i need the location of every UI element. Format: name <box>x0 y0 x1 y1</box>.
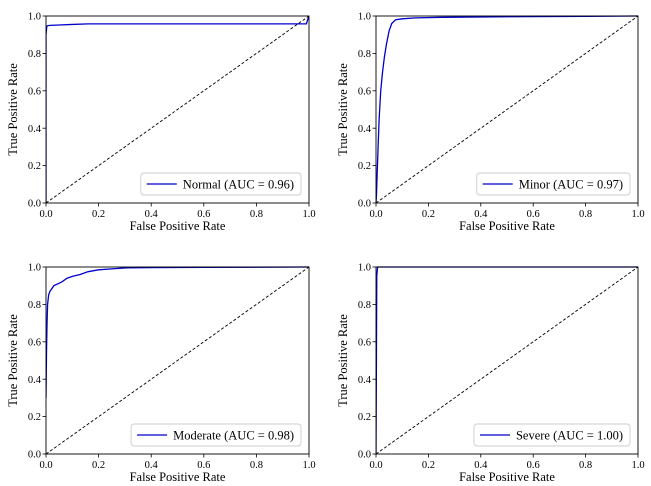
chance-diagonal-normal <box>46 15 309 204</box>
x-tick-label-normal: 0.8 <box>250 209 263 220</box>
y-tick-label-severe: 1.0 <box>358 263 371 274</box>
x-tick-label-minor: 1.0 <box>631 209 644 220</box>
x-tick-label-normal: 0.2 <box>92 209 105 220</box>
legend-severe: Severe (AUC = 1.00) <box>473 423 631 447</box>
x-axis-label-normal: False Positive Rate <box>130 219 226 233</box>
x-tick-label-minor: 0.4 <box>474 209 488 220</box>
x-tick-label-minor: 0.2 <box>422 209 435 220</box>
legend-minor: Minor (AUC = 0.97) <box>476 172 631 196</box>
chance-diagonal-minor <box>376 15 638 204</box>
y-tick-label-moderate: 0.8 <box>28 300 41 311</box>
legend-label-normal: Normal (AUC = 0.96) <box>183 177 294 191</box>
roc-curve-minor <box>376 15 638 204</box>
x-tick-label-moderate: 0.8 <box>250 460 263 471</box>
x-tick-label-moderate: 1.0 <box>302 460 315 471</box>
y-tick-label-normal: 0.0 <box>28 199 41 210</box>
y-axis-label-moderate: True Positive Rate <box>6 314 20 407</box>
legend-box-normal <box>140 172 302 196</box>
x-tick-label-normal: 0.4 <box>145 209 159 220</box>
x-tick-label-severe: 0.4 <box>474 460 488 471</box>
roc-panel-moderate: 0.0 0.2 0.4 0.6 0.8 1.0 0.0 0.2 0.4 0.6 0.8 1.0 Fals… <box>6 263 316 484</box>
x-axis-label-severe: False Positive Rate <box>459 470 555 484</box>
chance-diagonal-moderate <box>46 266 309 455</box>
y-tick-label-severe: 0.4 <box>358 375 372 386</box>
roc-curve-normal <box>46 15 309 203</box>
legend-box-moderate <box>130 423 302 447</box>
x-tick-label-minor: 0.8 <box>579 209 592 220</box>
roc-curve-moderate <box>46 266 309 398</box>
legend-box-severe <box>473 423 631 447</box>
y-tick-label-normal: 0.4 <box>28 124 42 135</box>
legend-label-minor: Minor (AUC = 0.97) <box>519 177 623 191</box>
y-tick-label-moderate: 0.6 <box>28 337 41 348</box>
y-tick-label-minor: 0.2 <box>358 161 371 172</box>
x-tick-label-severe: 1.0 <box>631 460 644 471</box>
y-tick-label-minor: 0.0 <box>358 199 371 210</box>
x-tick-label-moderate: 0.0 <box>39 460 52 471</box>
plot-frame-normal <box>45 15 310 204</box>
plot-frame-moderate <box>45 266 310 455</box>
x-tick-label-minor: 0.0 <box>369 209 382 220</box>
x-tick-label-moderate: 0.6 <box>197 460 210 471</box>
y-tick-label-moderate: 0.0 <box>28 450 41 461</box>
y-tick-label-minor: 1.0 <box>358 12 371 23</box>
y-tick-label-minor: 0.4 <box>358 124 372 135</box>
legend-label-severe: Severe (AUC = 1.00) <box>516 428 623 442</box>
legend-normal: Normal (AUC = 0.96) <box>140 172 302 196</box>
y-tick-label-moderate: 1.0 <box>28 263 41 274</box>
x-tick-label-moderate: 0.4 <box>145 460 159 471</box>
x-axis-label-minor: False Positive Rate <box>459 219 555 233</box>
x-tick-label-severe: 0.0 <box>369 460 382 471</box>
chance-diagonal-severe <box>376 266 638 455</box>
y-tick-label-normal: 0.2 <box>28 161 41 172</box>
y-tick-label-minor: 0.8 <box>358 49 371 60</box>
y-tick-label-severe: 0.8 <box>358 300 371 311</box>
y-tick-label-normal: 1.0 <box>28 12 41 23</box>
x-tick-label-minor: 0.6 <box>527 209 540 220</box>
x-tick-label-severe: 0.8 <box>579 460 592 471</box>
x-tick-label-severe: 0.2 <box>422 460 435 471</box>
x-tick-label-moderate: 0.2 <box>92 460 105 471</box>
x-tick-label-normal: 0.6 <box>197 209 210 220</box>
x-tick-label-severe: 0.6 <box>527 460 540 471</box>
roc-panel-severe: 0.0 0.2 0.4 0.6 0.8 1.0 0.0 0.2 0.4 0.6 0.8 1.0 Fals… <box>336 263 645 484</box>
legend-moderate: Moderate (AUC = 0.98) <box>130 423 302 447</box>
roc-panel-minor: 0.0 0.2 0.4 0.6 0.8 1.0 0.0 0.2 0.4 0.6 0.8 1.0 Fals… <box>336 12 645 233</box>
roc-panel-normal: 0.0 0.2 0.4 0.6 0.8 1.0 0.0 0.2 0.4 0.6 0.8 1.0 Fals… <box>6 12 316 233</box>
y-tick-label-normal: 0.8 <box>28 49 41 60</box>
plot-frame-minor <box>375 15 639 204</box>
y-tick-label-severe: 0.0 <box>358 450 371 461</box>
y-tick-label-severe: 0.6 <box>358 337 371 348</box>
y-tick-label-normal: 0.6 <box>28 86 41 97</box>
y-axis-label-normal: True Positive Rate <box>6 63 20 156</box>
x-tick-label-normal: 1.0 <box>302 209 315 220</box>
legend-box-minor <box>476 172 631 196</box>
legend-label-moderate: Moderate (AUC = 0.98) <box>173 428 294 442</box>
y-tick-label-moderate: 0.2 <box>28 412 41 423</box>
y-tick-label-severe: 0.2 <box>358 412 371 423</box>
y-axis-label-severe: True Positive Rate <box>336 314 350 407</box>
y-tick-label-moderate: 0.4 <box>28 375 42 386</box>
x-tick-label-normal: 0.0 <box>39 209 52 220</box>
x-axis-label-moderate: False Positive Rate <box>130 470 226 484</box>
plot-frame-severe <box>375 266 639 455</box>
y-tick-label-minor: 0.6 <box>358 86 371 97</box>
y-axis-label-minor: True Positive Rate <box>336 63 350 156</box>
